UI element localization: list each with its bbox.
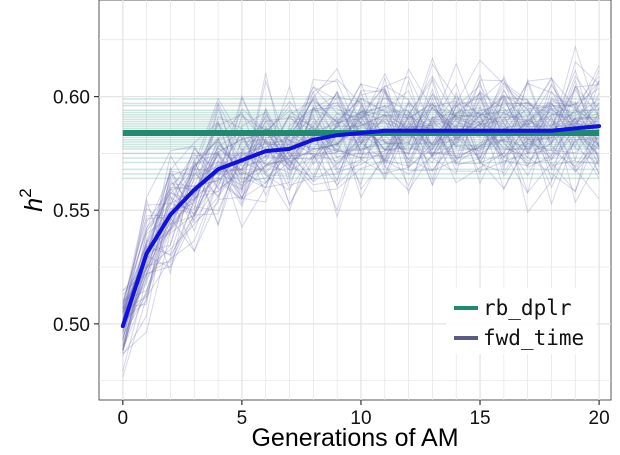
- fwd-time-replicate-line: [122, 76, 600, 295]
- fwd-time-replicate-line: [122, 96, 600, 320]
- fwd-time-replicate-line: [122, 122, 600, 322]
- x-axis-title: Generations of AM: [251, 424, 458, 452]
- fwd-time-replicate-line: [122, 82, 600, 352]
- fwd-time-replicate-line: [122, 89, 600, 305]
- fwd-time-replicate-line: [122, 96, 600, 350]
- legend-box: [446, 288, 596, 354]
- fwd-time-replicate-line: [122, 80, 600, 310]
- fwd-time-replicate-line: [122, 65, 600, 351]
- fwd-time-replicate-line: [122, 87, 600, 315]
- x-tick-label: 20: [589, 408, 610, 429]
- fwd-time-replicate-line: [122, 45, 600, 312]
- fwd-time-replicate-line: [122, 76, 600, 378]
- fwd-time-replicate-line: [122, 115, 600, 372]
- legend-label-rb-dplr: rb_dplr: [483, 296, 572, 320]
- x-tick-label: 5: [237, 408, 248, 429]
- fwd-time-replicate-line: [122, 56, 600, 320]
- fwd-time-replicate-line: [122, 88, 600, 350]
- y-tick-label: 0.60: [53, 88, 90, 109]
- x-tick-label: 0: [118, 408, 129, 429]
- fwd-time-replicate-line: [122, 84, 600, 316]
- fwd-time-replicate-line: [122, 101, 600, 302]
- fwd-time-replicate-line: [122, 85, 600, 323]
- fwd-time-replicate-line: [122, 68, 600, 313]
- fwd-time-replicate-line: [122, 78, 600, 320]
- fwd-time-replicate-line: [122, 93, 600, 345]
- series-lines: [120, 124, 602, 329]
- fwd-time-replicate-line: [122, 72, 600, 292]
- fwd-time-replicate-line: [122, 72, 600, 314]
- fwd-time-replicate-line: [122, 80, 600, 331]
- fwd-time-replicate-line: [122, 78, 600, 356]
- legend-label-fwd-time: fwd_time: [483, 326, 584, 350]
- x-tick-label: 10: [350, 408, 371, 429]
- fwd-time-replicate-line: [122, 103, 600, 350]
- fwd-time-replicate-line: [122, 87, 600, 329]
- fwd-time-replicate-line: [122, 67, 600, 309]
- fwd-time-replicate-line: [122, 94, 600, 323]
- fwd-time-replicate-line: [122, 78, 600, 313]
- fwd-time-mean-line: [120, 124, 602, 329]
- fwd-time-replicate-line: [122, 77, 600, 304]
- fwd-time-replicate-line: [122, 90, 600, 347]
- fwd-time-replicate-line: [122, 68, 600, 311]
- fwd-time-replicate-line: [122, 73, 600, 307]
- fwd-time-replicate-line: [122, 105, 600, 354]
- fwd-time-replicate-line: [122, 76, 600, 309]
- y-tick-label: 0.50: [53, 315, 90, 336]
- y-axis-title-superscript: 2: [16, 188, 35, 197]
- y-tick-label: 0.55: [53, 201, 90, 222]
- fwd-time-replicate-line: [122, 59, 600, 332]
- y-axis-title: h2: [16, 188, 48, 211]
- x-tick-label: 15: [469, 408, 490, 429]
- fwd-time-replicate-line: [122, 60, 600, 321]
- axis-ticks: 0 5 10 15 20 0.50 0.55 0.60: [53, 88, 610, 429]
- fwd-time-replicate-line: [122, 75, 600, 303]
- legend: rb_dplr fwd_time: [446, 288, 596, 354]
- y-axis-title-main: h: [20, 198, 48, 212]
- fwd-time-replicate-line: [122, 105, 600, 347]
- svg-text:h2: h2: [16, 188, 48, 211]
- fwd-time-replicate-line: [122, 93, 600, 317]
- fwd-time-replicate-line: [122, 88, 600, 322]
